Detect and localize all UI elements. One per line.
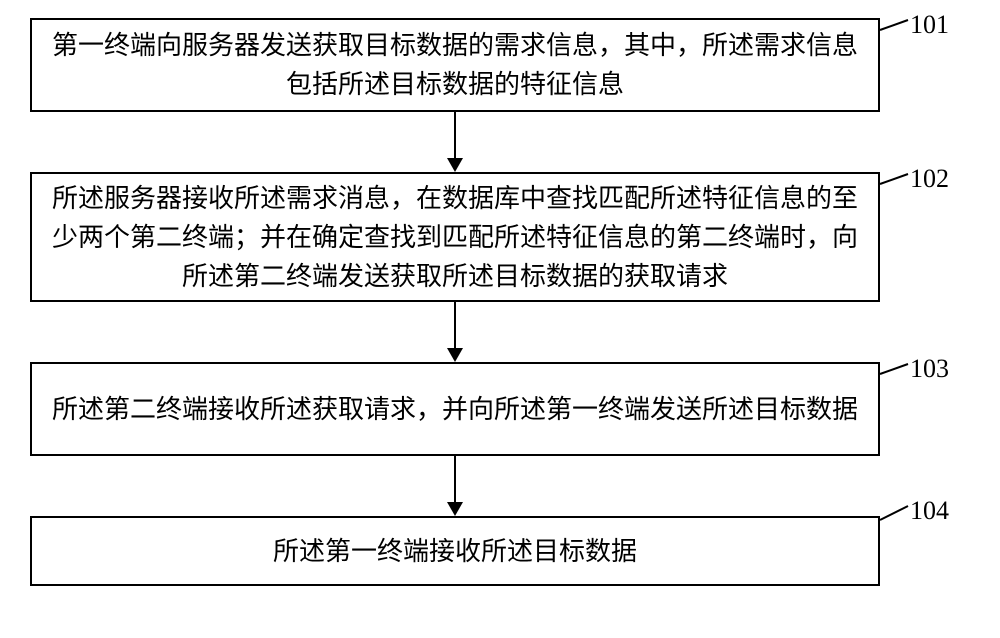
- label-leader-n4: [0, 0, 1000, 638]
- flowchart-canvas: 第一终端向服务器发送获取目标数据的需求信息，其中，所述需求信息包括所述目标数据的…: [0, 0, 1000, 638]
